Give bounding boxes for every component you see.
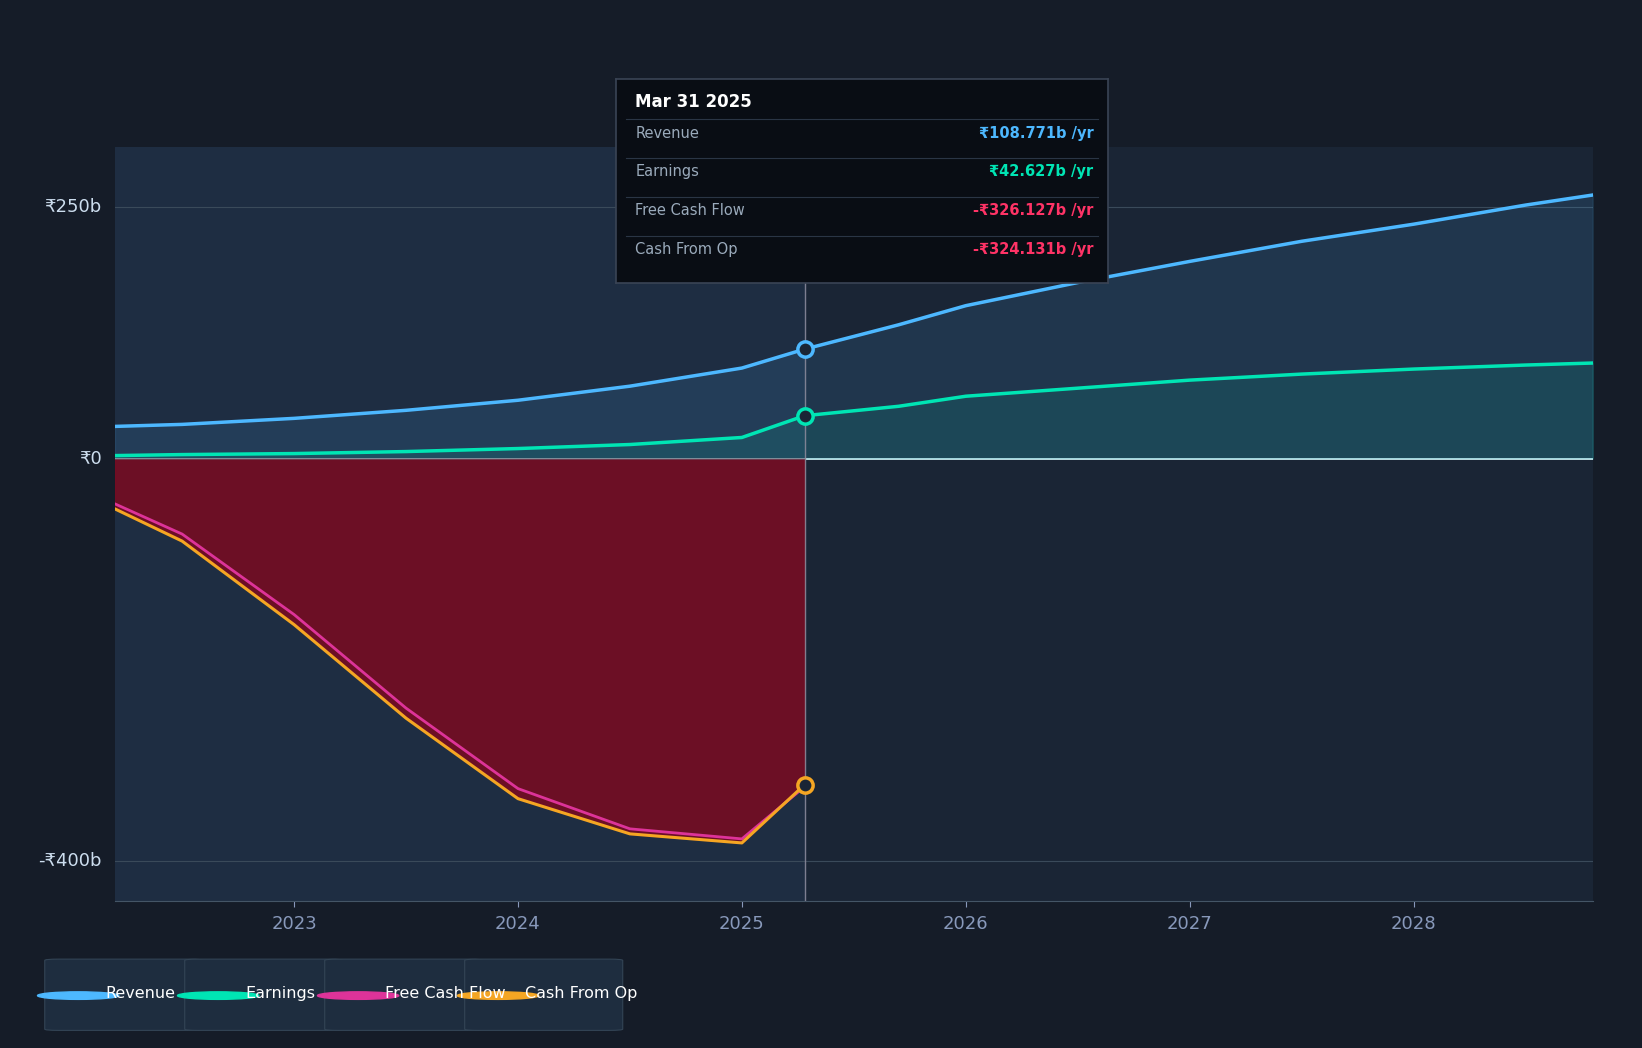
Text: Cash From Op: Cash From Op xyxy=(525,986,637,1002)
Text: Mar 31 2025: Mar 31 2025 xyxy=(635,93,752,111)
Bar xyxy=(115,147,805,901)
FancyBboxPatch shape xyxy=(186,959,343,1030)
Text: ₹0: ₹0 xyxy=(79,450,102,467)
Text: Analysts Forecasts: Analysts Forecasts xyxy=(821,227,988,245)
Text: Free Cash Flow: Free Cash Flow xyxy=(386,986,506,1002)
Circle shape xyxy=(177,991,259,1000)
FancyBboxPatch shape xyxy=(44,959,204,1030)
Text: ₹108.771b /yr: ₹108.771b /yr xyxy=(979,126,1094,140)
Circle shape xyxy=(458,991,539,1000)
Text: Cash From Op: Cash From Op xyxy=(635,242,737,257)
Text: -₹324.131b /yr: -₹324.131b /yr xyxy=(974,242,1094,257)
Text: ₹250b: ₹250b xyxy=(44,198,102,216)
Text: Earnings: Earnings xyxy=(245,986,315,1002)
Text: Past: Past xyxy=(745,227,788,245)
Text: ₹42.627b /yr: ₹42.627b /yr xyxy=(990,165,1094,179)
Text: -₹400b: -₹400b xyxy=(38,852,102,870)
FancyBboxPatch shape xyxy=(465,959,622,1030)
Circle shape xyxy=(38,991,118,1000)
Text: -₹326.127b /yr: -₹326.127b /yr xyxy=(974,203,1094,218)
Text: Free Cash Flow: Free Cash Flow xyxy=(635,203,745,218)
FancyBboxPatch shape xyxy=(325,959,483,1030)
Circle shape xyxy=(317,991,399,1000)
Text: Revenue: Revenue xyxy=(105,986,176,1002)
Text: Revenue: Revenue xyxy=(635,126,699,140)
Text: Earnings: Earnings xyxy=(635,165,699,179)
